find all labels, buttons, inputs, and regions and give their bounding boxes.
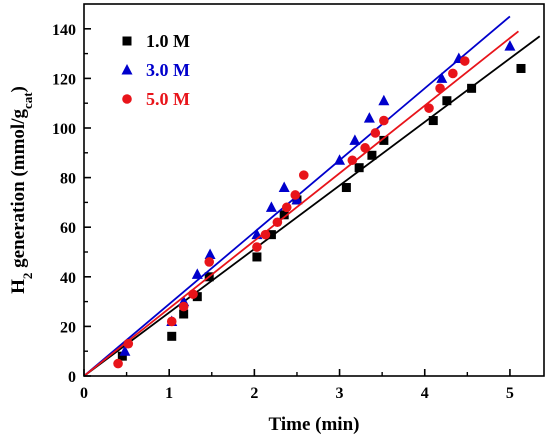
data-point-square — [279, 210, 289, 220]
data-point-circle — [424, 103, 434, 113]
x-tick-label: 3 — [336, 385, 344, 402]
data-point-circle — [113, 358, 123, 369]
data-point-triangle — [119, 345, 131, 356]
x-tick-label: 0 — [80, 385, 88, 402]
x-tick-label: 4 — [421, 385, 429, 402]
data-point-square — [341, 183, 351, 193]
data-point-circle — [272, 217, 283, 228]
data-point-square — [192, 292, 202, 302]
data-point-circle — [360, 143, 370, 153]
y-tick-label: 100 — [52, 121, 76, 138]
y-tick-label: 120 — [52, 71, 76, 88]
data-point-circle — [166, 316, 177, 327]
data-point-square — [266, 230, 276, 240]
data-point-circle — [260, 229, 271, 240]
data-point-triangle — [349, 134, 361, 145]
fit-line-square — [83, 35, 541, 377]
data-point-square — [379, 135, 389, 145]
data-point-triangle — [334, 154, 346, 165]
x-tick-label: 2 — [250, 385, 258, 402]
y-tick-label: 20 — [60, 319, 76, 336]
data-point-square — [167, 331, 177, 341]
data-point-triangle — [265, 201, 277, 212]
data-point-square — [516, 63, 526, 73]
plot-frame — [83, 3, 545, 377]
data-point-circle — [379, 115, 389, 126]
data-point-circle — [123, 338, 134, 349]
data-point-circle — [435, 83, 445, 94]
legend-marker-square — [122, 36, 132, 46]
legend-marker-triangle — [121, 64, 133, 75]
x-tick-label: 5 — [506, 385, 514, 402]
legend-label-square: 1.0 M — [146, 31, 190, 51]
data-point-square — [354, 163, 364, 173]
x-axis-title: Time (min) — [269, 414, 360, 435]
y-tick-label: 60 — [60, 220, 76, 237]
data-point-circle — [281, 202, 292, 213]
data-point-triangle — [504, 40, 516, 51]
data-point-triangle — [363, 112, 375, 123]
y-tick-label: 0 — [68, 369, 76, 386]
fit-line-circle — [83, 30, 520, 377]
data-point-square — [428, 116, 438, 126]
legend-marker-circle — [122, 94, 132, 104]
data-point-triangle — [278, 181, 290, 193]
y-tick-label: 80 — [60, 171, 76, 188]
data-point-square — [367, 150, 377, 160]
data-point-triangle — [191, 268, 203, 279]
legend-label-circle: 5.0 M — [146, 89, 190, 109]
data-point-circle — [188, 289, 198, 299]
data-point-square — [117, 351, 127, 361]
data-point-circle — [298, 170, 309, 180]
legend: 1.0 M 3.0 M 5.0 M — [121, 31, 190, 109]
legend-label-triangle: 3.0 M — [146, 60, 190, 80]
data-point-circle — [448, 68, 458, 79]
data-point-triangle — [378, 94, 390, 106]
data-point-triangle — [436, 72, 448, 83]
y-tick-label: 40 — [60, 270, 76, 287]
x-tick-label: 1 — [165, 385, 173, 402]
data-point-square — [252, 252, 262, 262]
data-point-circle — [290, 190, 301, 200]
data-point-circle — [178, 301, 189, 312]
data-point-circle — [252, 242, 262, 252]
data-point-circle — [347, 155, 358, 166]
data-point-circle — [204, 257, 215, 267]
y-tick-label: 140 — [52, 22, 76, 39]
data-point-triangle — [204, 248, 216, 259]
data-point-square — [467, 83, 477, 93]
data-point-circle — [370, 128, 381, 138]
data-point-circle — [459, 56, 470, 66]
data-point-square — [442, 96, 452, 106]
data-point-square — [179, 309, 189, 319]
y-axis-title: H2 generation (mmol/gcat) — [8, 86, 35, 294]
